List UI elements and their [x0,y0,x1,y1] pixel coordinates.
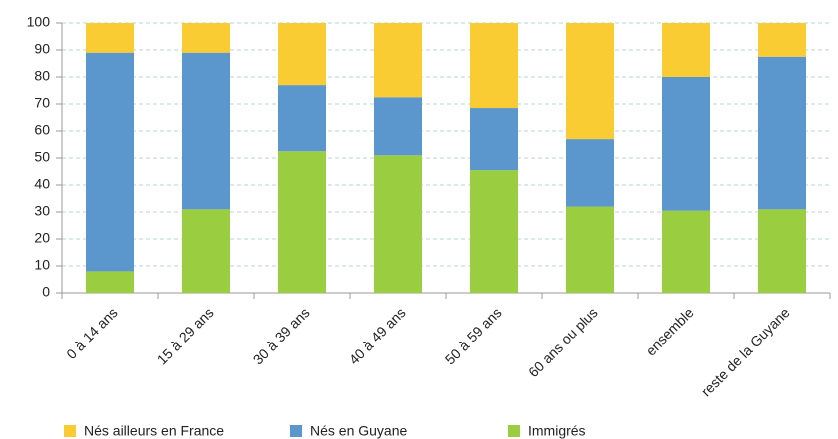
bar-segment [758,56,806,210]
bar-segment [662,210,710,293]
y-tick-label: 100 [27,14,51,30]
bar-segment [470,23,518,109]
y-tick-label: 30 [34,203,50,219]
bar-segment [374,155,422,293]
bar-segment [86,271,134,293]
legend-label: Immigrés [528,423,586,439]
legend-label: Nés en Guyane [310,423,407,439]
bar-segment [374,23,422,98]
x-tick-label: ensemble [643,304,697,358]
bar-segment [662,77,710,211]
y-tick-label: 20 [34,230,50,246]
bar-segment [182,23,230,53]
bar-segment [758,209,806,293]
x-tick-label: 40 à 49 ans [346,304,409,367]
bar-segment [278,151,326,293]
bar-segment [86,23,134,53]
x-tick-label: 0 à 14 ans [63,304,121,362]
bar-segment [566,206,614,293]
y-tick-label: 80 [34,68,50,84]
bar-segment [662,23,710,77]
y-tick-label: 60 [34,122,50,138]
bar-segment [278,23,326,86]
bar-segment [278,85,326,152]
bar-segment [566,23,614,140]
legend-swatch [290,425,302,437]
bar-segment [182,52,230,210]
bar-segment [758,23,806,57]
y-tick-label: 70 [34,95,50,111]
y-tick-label: 50 [34,149,50,165]
bar-segment [470,170,518,293]
x-tick-label: 50 à 59 ans [442,304,505,367]
legend-swatch [508,425,520,437]
y-tick-label: 90 [34,41,50,57]
x-tick-label: reste de la Guyane [698,304,793,399]
y-tick-label: 40 [34,176,50,192]
bar-segment [566,139,614,207]
x-tick-label: 15 à 29 ans [154,304,217,367]
x-tick-label: 60 ans ou plus [525,304,601,380]
bar-segment [182,209,230,293]
legend-swatch [64,425,76,437]
y-tick-label: 10 [34,257,50,273]
x-tick-label: 30 à 39 ans [250,304,313,367]
bar-segment [374,97,422,156]
bar-segment [86,52,134,272]
y-tick-label: 0 [42,284,50,300]
bar-segment [470,108,518,171]
legend-label: Nés ailleurs en France [84,423,224,439]
